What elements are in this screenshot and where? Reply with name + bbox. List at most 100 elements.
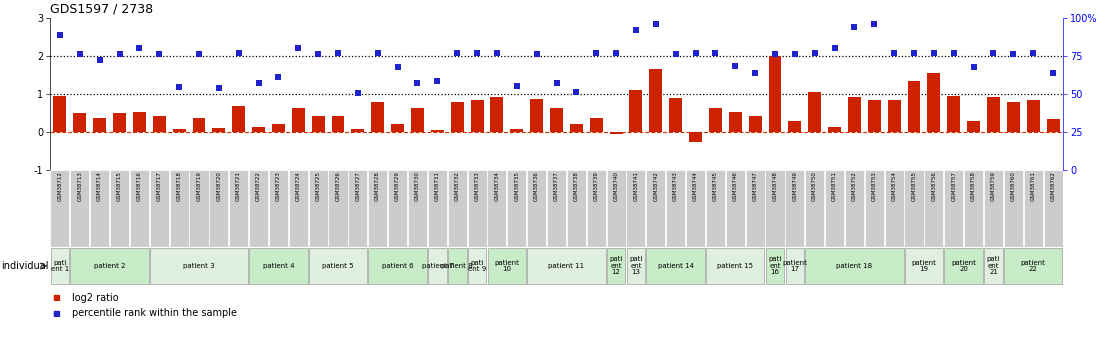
Bar xyxy=(309,170,328,247)
Bar xyxy=(766,170,785,247)
Bar xyxy=(408,170,427,247)
Text: GSM38718: GSM38718 xyxy=(177,171,181,201)
Text: GSM38739: GSM38739 xyxy=(594,171,599,201)
Bar xyxy=(349,170,368,247)
Bar xyxy=(847,97,861,132)
Text: patient
10: patient 10 xyxy=(494,260,519,272)
Text: patient 4: patient 4 xyxy=(263,263,294,269)
Text: pati
ent 1: pati ent 1 xyxy=(50,260,69,272)
Bar xyxy=(786,248,804,284)
Bar xyxy=(189,170,208,247)
Bar xyxy=(110,170,129,247)
Bar xyxy=(312,116,324,132)
Bar xyxy=(1043,170,1062,247)
Bar xyxy=(150,170,169,247)
Bar xyxy=(329,170,348,247)
Text: GSM38731: GSM38731 xyxy=(435,171,439,201)
Bar xyxy=(430,130,444,132)
Text: GSM38717: GSM38717 xyxy=(157,171,162,201)
Bar xyxy=(607,170,626,247)
Text: GSM38723: GSM38723 xyxy=(276,171,281,201)
Bar xyxy=(428,170,447,247)
Text: patient 11: patient 11 xyxy=(548,263,585,269)
Bar xyxy=(50,170,69,247)
Bar xyxy=(947,96,960,132)
Bar xyxy=(269,170,288,247)
Bar xyxy=(729,112,741,132)
Text: GSM38750: GSM38750 xyxy=(812,171,817,201)
Text: patient 6: patient 6 xyxy=(381,263,414,269)
Bar xyxy=(487,248,527,284)
Text: pati
ent
12: pati ent 12 xyxy=(609,256,623,276)
Text: GSM38738: GSM38738 xyxy=(574,171,579,201)
Text: GSM38761: GSM38761 xyxy=(1031,171,1035,201)
Bar xyxy=(567,170,586,247)
Bar xyxy=(749,116,761,132)
Text: GSM38722: GSM38722 xyxy=(256,171,262,201)
Bar xyxy=(212,128,226,132)
Bar xyxy=(272,125,285,132)
Text: patient
22: patient 22 xyxy=(1021,260,1045,272)
Bar xyxy=(705,170,724,247)
Bar xyxy=(547,170,566,247)
Bar xyxy=(629,90,643,132)
Bar xyxy=(391,125,404,132)
Bar xyxy=(192,118,206,132)
Bar xyxy=(1046,119,1060,132)
Bar xyxy=(233,106,245,132)
Bar xyxy=(964,170,983,247)
Bar xyxy=(70,248,149,284)
Text: patient 18: patient 18 xyxy=(836,263,872,269)
Text: GSM38747: GSM38747 xyxy=(752,171,758,201)
Bar xyxy=(467,248,486,284)
Text: patient 15: patient 15 xyxy=(718,263,754,269)
Text: GDS1597 / 2738: GDS1597 / 2738 xyxy=(50,2,153,16)
Bar xyxy=(447,170,466,247)
Bar xyxy=(491,97,503,132)
Bar xyxy=(1007,102,1020,132)
Bar xyxy=(133,112,145,132)
Bar xyxy=(388,170,407,247)
Bar xyxy=(707,248,765,284)
Bar xyxy=(229,170,248,247)
Bar xyxy=(888,100,901,132)
Bar xyxy=(369,248,427,284)
Text: GSM38714: GSM38714 xyxy=(97,171,102,201)
Text: GSM38756: GSM38756 xyxy=(931,171,937,201)
Bar xyxy=(74,113,86,132)
Bar xyxy=(448,248,466,284)
Text: GSM38757: GSM38757 xyxy=(951,171,956,201)
Bar xyxy=(510,129,523,132)
Text: pati
ent
21: pati ent 21 xyxy=(987,256,1001,276)
Text: patient 8: patient 8 xyxy=(442,263,473,269)
Bar xyxy=(945,170,964,247)
Bar xyxy=(1004,170,1023,247)
Bar xyxy=(467,170,486,247)
Text: patient
20: patient 20 xyxy=(951,260,976,272)
Bar xyxy=(451,102,464,132)
Text: GSM38740: GSM38740 xyxy=(614,171,618,201)
Text: GSM38755: GSM38755 xyxy=(911,171,917,201)
Bar xyxy=(1026,100,1040,132)
Bar xyxy=(170,170,189,247)
Bar xyxy=(666,170,685,247)
Bar xyxy=(150,248,248,284)
Text: ■: ■ xyxy=(53,293,60,302)
Bar xyxy=(746,170,765,247)
Text: GSM38752: GSM38752 xyxy=(852,171,856,201)
Bar xyxy=(530,99,543,132)
Text: pati
ent 9: pati ent 9 xyxy=(468,260,486,272)
Bar xyxy=(1024,170,1043,247)
Bar xyxy=(508,170,527,247)
Text: patient
19: patient 19 xyxy=(911,260,937,272)
Bar xyxy=(113,113,126,132)
Bar xyxy=(351,129,364,132)
Bar xyxy=(153,116,165,132)
Text: ■: ■ xyxy=(53,308,60,318)
Bar xyxy=(411,108,424,132)
Text: GSM38746: GSM38746 xyxy=(732,171,738,201)
Text: patient 3: patient 3 xyxy=(183,263,215,269)
Text: patient 5: patient 5 xyxy=(322,263,353,269)
Bar xyxy=(689,132,702,142)
Bar xyxy=(650,69,662,132)
